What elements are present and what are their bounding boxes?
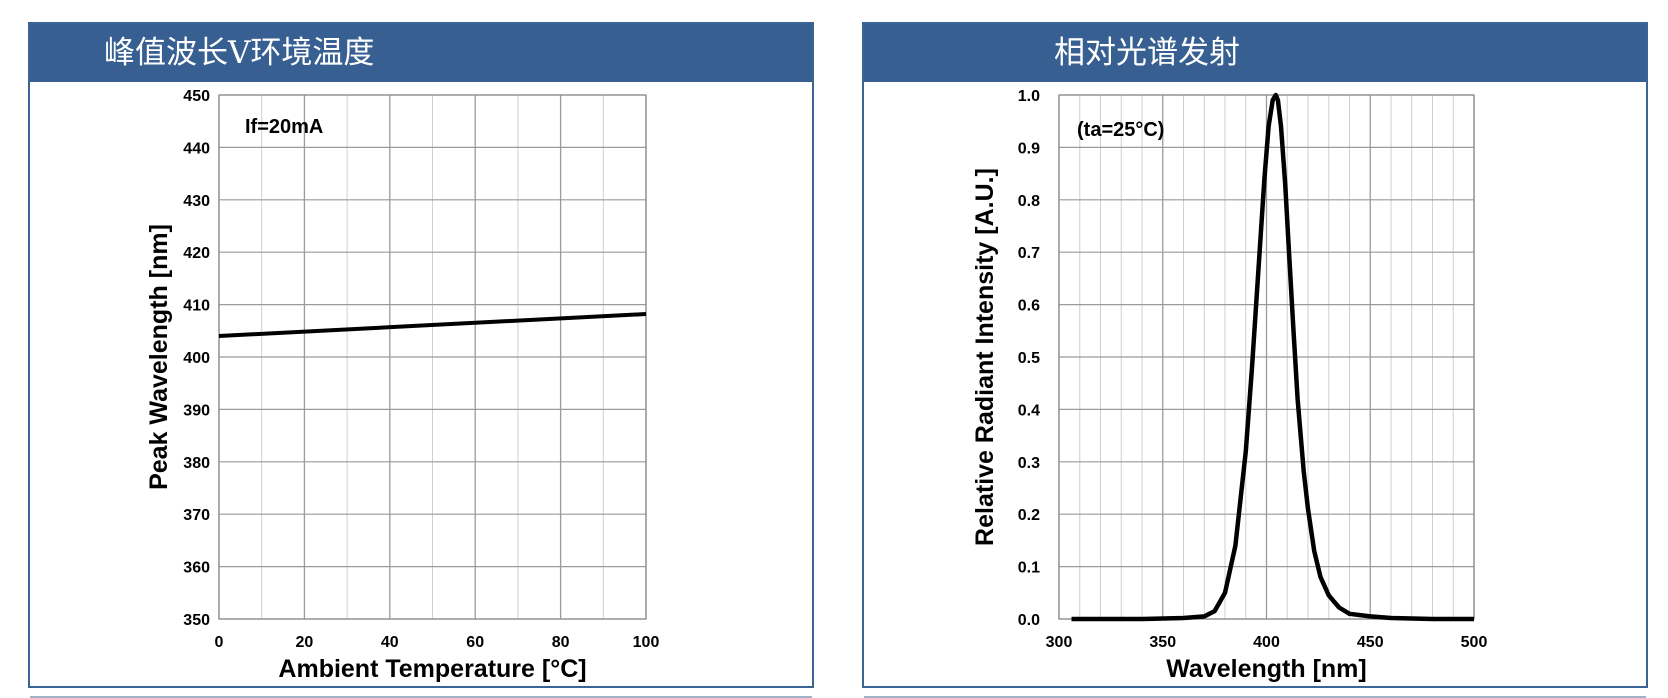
x-tick-label: 300 [1046, 634, 1073, 651]
y-axis-label: Relative Radiant Intensity [A.U.] [971, 168, 999, 546]
condition-annotation: (ta=25°C) [1077, 119, 1164, 141]
y-tick-label: 0.5 [1018, 350, 1040, 367]
x-tick-label: 350 [1149, 634, 1176, 651]
x-tick-label: 40 [381, 634, 399, 651]
x-tick-labels: 300 350 400 450 500 [1046, 634, 1488, 651]
y-tick-label: 360 [183, 560, 210, 577]
y-tick-label: 370 [183, 507, 210, 524]
x-tick-labels: 0 20 40 60 80 100 [215, 634, 660, 651]
y-tick-label: 0.7 [1018, 245, 1040, 262]
y-tick-label: 0.0 [1018, 612, 1040, 629]
panel-title: 峰值波长V环境温度 [30, 24, 812, 82]
y-tick-label: 450 [183, 88, 210, 105]
x-tick-label: 60 [466, 634, 484, 651]
y-tick-label: 0.9 [1018, 140, 1040, 157]
grid [218, 94, 647, 620]
y-tick-label: 0.6 [1018, 298, 1040, 315]
x-tick-label: 20 [296, 634, 314, 651]
y-tick-label: 400 [183, 350, 210, 367]
y-tick-label: 420 [183, 245, 210, 262]
y-tick-label: 380 [183, 455, 210, 472]
y-axis-label: Peak Wavelength [nm] [145, 224, 173, 490]
x-tick-label: 500 [1461, 634, 1488, 651]
chart-peak-wavelength: 0 20 40 60 80 100 350 360 370 380 390 400 410 420 430… [145, 88, 659, 683]
panel-peak-wavelength: 峰值波长V环境温度 [28, 22, 814, 698]
x-tick-label: 400 [1253, 634, 1280, 651]
y-tick-label: 0.3 [1018, 455, 1040, 472]
condition-annotation: If=20mA [245, 116, 323, 138]
y-tick-label: 0.2 [1018, 507, 1040, 524]
y-tick-label: 390 [183, 402, 210, 419]
y-tick-label: 430 [183, 193, 210, 210]
x-tick-label: 80 [552, 634, 570, 651]
y-tick-label: 440 [183, 140, 210, 157]
y-tick-label: 1.0 [1018, 88, 1040, 105]
y-tick-label: 0.1 [1018, 560, 1040, 577]
x-axis-label: Ambient Temperature [°C] [278, 655, 586, 683]
x-axis-label: Wavelength [nm] [1166, 655, 1366, 683]
series-line [218, 312, 647, 338]
x-tick-label: 0 [215, 634, 224, 651]
plot-frame [1058, 94, 1475, 620]
plot-frame [218, 94, 647, 620]
y-tick-label: 350 [183, 612, 210, 629]
y-tick-labels: 350 360 370 380 390 400 410 420 430 440 450 [183, 88, 210, 629]
y-tick-label: 410 [183, 298, 210, 315]
x-tick-label: 100 [633, 634, 660, 651]
series-line [1071, 92, 1474, 622]
x-tick-label: 450 [1357, 634, 1384, 651]
y-tick-label: 0.4 [1018, 402, 1040, 419]
chart-relative-spectrum: 300 350 400 450 500 0.0 0.1 0.2 0.3 0.4 0.5 0.6 0.7… [971, 88, 1487, 683]
y-tick-labels: 0.0 0.1 0.2 0.3 0.4 0.5 0.6 0.7 0.8 0.9 1.0 [1018, 88, 1040, 629]
y-tick-label: 0.8 [1018, 193, 1040, 210]
panel-title: 相对光谱发射 [864, 24, 1646, 82]
